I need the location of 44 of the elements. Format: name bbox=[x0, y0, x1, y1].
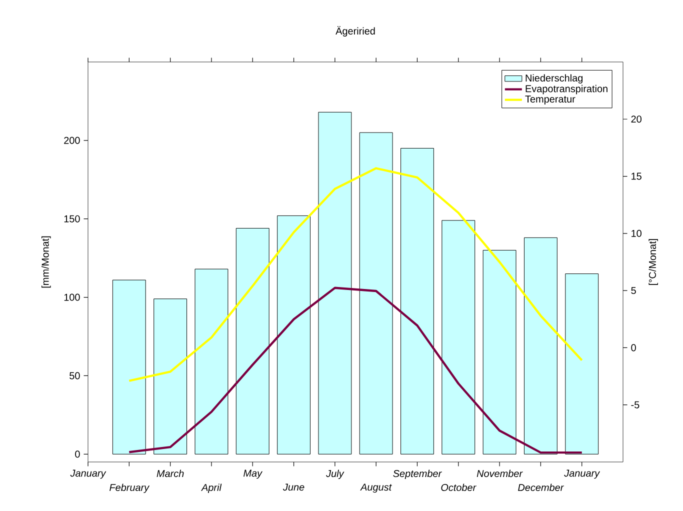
bar bbox=[359, 132, 393, 454]
y-tick-label: 200 bbox=[64, 136, 80, 144]
bar bbox=[318, 112, 352, 454]
line-series bbox=[128, 167, 583, 382]
legend-label: Niederschlag bbox=[526, 74, 582, 84]
bar bbox=[565, 274, 599, 454]
x-tick-label: November bbox=[476, 470, 523, 478]
x-tick-label: December bbox=[518, 484, 564, 492]
y2-tick-label: 0 bbox=[631, 344, 636, 352]
x-tick-label: August bbox=[360, 484, 392, 493]
legend-label: Evapotranspiration bbox=[526, 84, 608, 94]
y2-tick-label: -5 bbox=[631, 401, 640, 408]
bar bbox=[524, 237, 558, 454]
y-axis-title: [mm/Monat] bbox=[42, 236, 51, 288]
bar bbox=[400, 148, 434, 454]
x-tick-label: March bbox=[156, 470, 184, 478]
chart-title: Ägeriried bbox=[336, 26, 375, 37]
x-tick-label: October bbox=[441, 484, 476, 492]
bar bbox=[236, 228, 270, 454]
x-tick-label: April bbox=[201, 484, 222, 493]
y-tick-label: 100 bbox=[64, 294, 80, 301]
bar bbox=[154, 298, 188, 454]
bar bbox=[442, 220, 476, 454]
y-tick-label: 50 bbox=[70, 372, 80, 380]
y2-axis-title: [°C/Monat] bbox=[648, 239, 658, 285]
legend-label: Temperatur bbox=[525, 96, 576, 105]
bar bbox=[194, 268, 228, 454]
x-tick-label: September bbox=[393, 470, 442, 480]
x-tick-label: May bbox=[244, 470, 263, 479]
bar bbox=[482, 250, 516, 454]
x-tick-label: June bbox=[282, 484, 304, 491]
y-tick-label: 150 bbox=[64, 215, 80, 222]
y-tick-label: 0 bbox=[75, 450, 80, 458]
x-tick-label: February bbox=[110, 484, 150, 493]
x-tick-label: July bbox=[326, 470, 344, 480]
line-series bbox=[128, 286, 583, 454]
y2-tick-label: 15 bbox=[632, 172, 642, 180]
bar bbox=[277, 215, 310, 454]
x-tick-label: January bbox=[564, 470, 600, 479]
y2-tick-label: 5 bbox=[631, 287, 636, 294]
bar bbox=[112, 280, 146, 454]
y2-tick-label: 10 bbox=[632, 230, 642, 237]
x-tick-label: January bbox=[70, 470, 106, 479]
y2-tick-label: 20 bbox=[631, 116, 642, 123]
